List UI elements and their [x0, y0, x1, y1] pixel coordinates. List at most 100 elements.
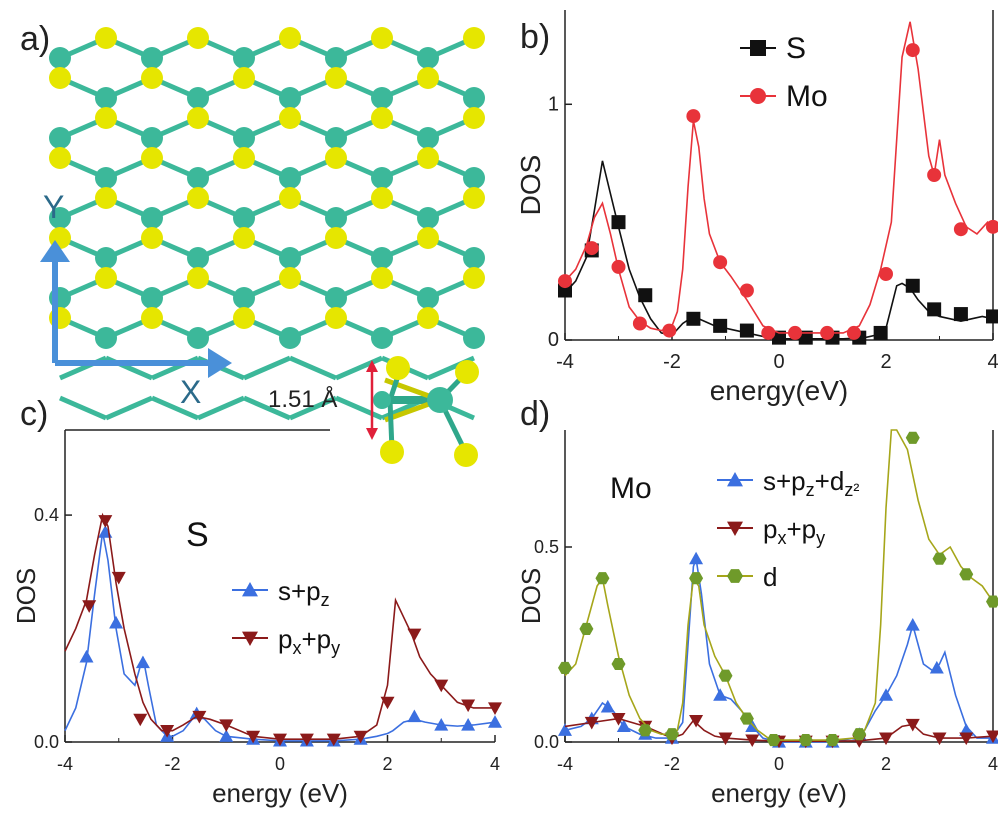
- mo-atom: [371, 167, 393, 189]
- data-point: [461, 699, 476, 713]
- y-arrowhead-icon: [40, 240, 70, 262]
- bond: [335, 395, 383, 421]
- s-atom: [279, 27, 301, 49]
- s-atom: [371, 27, 393, 49]
- legend-marker-triangle-down-icon: [242, 631, 258, 646]
- s-atom: [141, 67, 163, 89]
- legend-label: d: [763, 562, 777, 592]
- x-tick-label: 2: [880, 351, 891, 373]
- data-point: [959, 568, 974, 581]
- data-point: [986, 219, 998, 234]
- data-point: [135, 655, 150, 669]
- s-atom: [187, 187, 209, 209]
- data-point: [111, 571, 126, 585]
- x-tick-label: 2: [881, 754, 891, 774]
- x-arrowhead-icon: [208, 348, 232, 378]
- mo-atom: [371, 87, 393, 109]
- data-point: [611, 657, 626, 671]
- legend-text: d: [763, 562, 777, 592]
- s-atom: [141, 147, 163, 169]
- data-point: [929, 660, 944, 674]
- data-point: [953, 307, 968, 322]
- legend-marker-triangle-down-icon: [727, 521, 743, 536]
- data-point: [766, 733, 781, 747]
- mo-atom: [49, 207, 71, 229]
- s-atom: [187, 267, 209, 289]
- data-point: [192, 710, 207, 724]
- data-point: [665, 728, 679, 741]
- mo-atom: [325, 47, 347, 69]
- data-point: [133, 713, 148, 727]
- s-atom: [279, 107, 301, 129]
- bond: [105, 395, 153, 421]
- mo-atom: [417, 207, 439, 229]
- s-atom: [463, 187, 485, 209]
- data-point: [820, 325, 835, 340]
- mo-atom: [463, 167, 485, 189]
- data-point: [686, 311, 701, 326]
- s-atom: [141, 307, 163, 329]
- y-axis-label: Y: [43, 189, 64, 225]
- data-point: [986, 309, 998, 324]
- legend-marker-triangle-up-icon: [727, 472, 743, 487]
- mo-atom: [49, 47, 71, 69]
- data-point: [584, 716, 599, 730]
- panel-d-label: d): [520, 395, 550, 433]
- data-point: [761, 325, 776, 340]
- y-tick-label: 0.0: [34, 732, 59, 752]
- legend-marker-circle-icon: [750, 88, 766, 104]
- x-tick-label: -4: [556, 351, 574, 373]
- data-point: [852, 728, 867, 741]
- bond: [243, 395, 291, 421]
- data-point: [879, 267, 893, 281]
- data-point: [326, 733, 341, 747]
- data-point: [584, 241, 599, 256]
- s-atom: [187, 107, 209, 129]
- data-point: [798, 330, 813, 345]
- y-tick-label: 0: [548, 329, 559, 351]
- data-point: [927, 302, 942, 317]
- data-point: [739, 323, 754, 338]
- x-axis-label: energy(eV): [710, 375, 849, 406]
- y-tick-label: 0.0: [534, 732, 559, 752]
- mo-atom: [279, 87, 301, 109]
- mo-atom: [187, 87, 209, 109]
- mo-atom: [233, 127, 255, 149]
- data-point: [407, 709, 422, 723]
- thickness-label: 1.51 Å: [268, 385, 337, 413]
- data-point: [959, 732, 974, 746]
- mo-atom: [417, 287, 439, 309]
- mo-atom: [325, 287, 347, 309]
- s-atom: [141, 227, 163, 249]
- data-point: [905, 278, 920, 293]
- s-atom: [371, 107, 393, 129]
- data-point: [905, 43, 920, 58]
- legend-marker-square-icon: [750, 40, 766, 56]
- s-atom: [463, 107, 485, 129]
- s-atom: [279, 267, 301, 289]
- s-atom: [463, 27, 485, 49]
- chart-c: -4 -2 0 2 4 0.0 0.4 energy (eV) DOS s+pz px+py: [11, 429, 502, 808]
- s-atom: [417, 67, 439, 89]
- data-point: [986, 730, 998, 744]
- data-point: [558, 723, 572, 736]
- legend-label: S: [786, 32, 806, 65]
- legend-subscript: z: [321, 590, 330, 610]
- legend-label: px+py: [763, 514, 825, 548]
- mo-atom: [463, 247, 485, 269]
- legend-subscript: z²: [844, 480, 859, 500]
- series-line: [564, 558, 993, 743]
- x-tick-label: 4: [988, 754, 998, 774]
- s-atom: [463, 267, 485, 289]
- panel-d-element-label: Mo: [610, 472, 652, 505]
- mo-atom: [95, 167, 117, 189]
- mo-atom: [233, 287, 255, 309]
- legend-marker-triangle-up-icon: [242, 582, 258, 597]
- s-atom: [371, 187, 393, 209]
- data-point: [558, 274, 572, 289]
- data-point: [689, 572, 704, 585]
- data-point: [616, 719, 631, 732]
- panel-c-label: c): [20, 395, 48, 433]
- panel-b-label: b): [520, 18, 550, 56]
- x-axis-label: energy (eV): [212, 778, 348, 808]
